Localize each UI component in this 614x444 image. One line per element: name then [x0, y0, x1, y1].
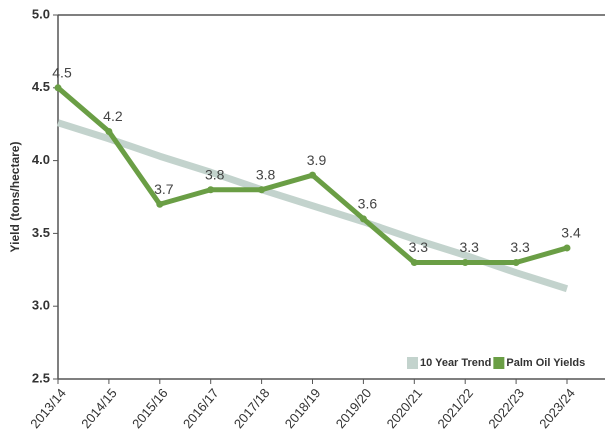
data-point	[512, 259, 520, 267]
data-label: 3.7	[154, 181, 174, 197]
x-tick-label: 2016/17	[180, 385, 222, 431]
x-tick-label: 2020/21	[384, 385, 426, 431]
data-point	[54, 84, 62, 92]
data-point	[309, 171, 316, 179]
data-label: 3.6	[358, 196, 378, 212]
y-tick-label: 3.0	[32, 298, 50, 313]
x-tick-label: 2017/18	[231, 385, 273, 431]
x-tick-label: 2022/23	[485, 385, 527, 431]
x-tick-label: 2014/15	[78, 385, 120, 431]
x-tick-label: 2015/16	[129, 385, 171, 431]
data-label: 3.8	[256, 166, 276, 182]
y-tick-label: 4.0	[32, 152, 50, 167]
data-label: 4.2	[103, 108, 123, 124]
data-point	[156, 200, 164, 208]
data-label: 3.3	[510, 239, 530, 255]
legend-swatch	[493, 357, 505, 369]
data-point	[410, 259, 418, 267]
y-axis-label: Yield (tons/hectare)	[8, 142, 22, 253]
legend-swatch	[407, 357, 418, 369]
y-tick-label: 4.5	[32, 79, 50, 94]
y-tick-label: 2.5	[32, 370, 50, 385]
x-tick-label: 2023/24	[536, 385, 578, 431]
data-label: 3.4	[561, 225, 581, 241]
data-point	[258, 186, 266, 194]
data-point	[461, 259, 469, 267]
data-point	[359, 215, 367, 223]
x-tick-label: 2019/20	[333, 385, 375, 431]
data-label: 3.3	[459, 239, 479, 255]
x-tick-label: 2021/22	[434, 385, 476, 431]
legend-label: 10 Year Trend	[420, 357, 491, 369]
data-point	[105, 127, 113, 135]
data-point	[207, 186, 215, 194]
legend-label: Palm Oil Yields	[506, 357, 585, 369]
y-tick-label: 3.5	[32, 225, 50, 240]
data-label: 3.9	[307, 152, 327, 168]
data-label: 3.8	[205, 166, 225, 182]
x-tick-label: 2013/14	[27, 385, 69, 431]
x-tick-label: 2018/19	[282, 385, 324, 431]
y-tick-label: 5.0	[32, 6, 50, 21]
data-label: 3.3	[409, 239, 429, 255]
data-point	[563, 244, 571, 252]
data-label: 4.5	[52, 65, 72, 81]
